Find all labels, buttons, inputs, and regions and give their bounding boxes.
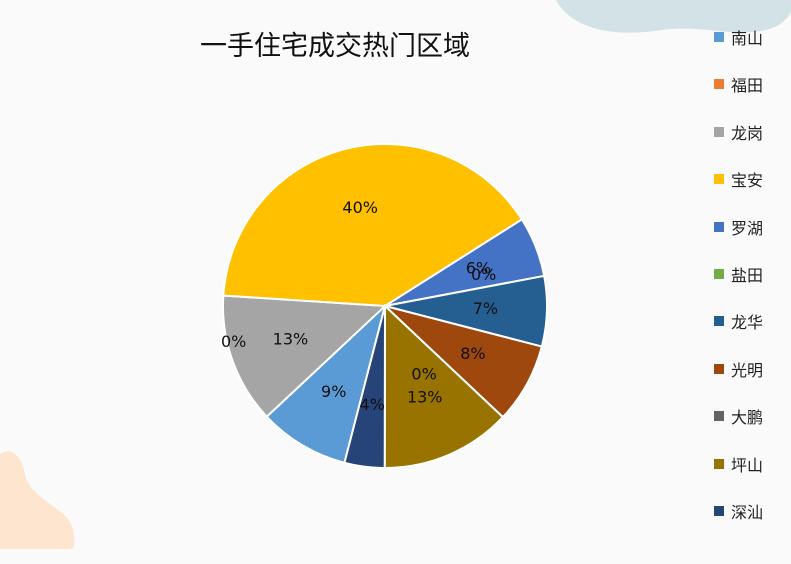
pie-slice-南山 [265, 302, 387, 465]
legend-label: 宝安 [731, 171, 764, 191]
legend-swatch [714, 506, 724, 516]
data-label-福田: 0% [221, 332, 246, 351]
data-label-罗湖: 6% [466, 259, 491, 278]
legend-label: 龙岗 [731, 123, 764, 143]
legend-label: 福田 [731, 76, 764, 96]
pie-slice-龙岗 [222, 294, 388, 419]
pie-slice-深汕 [343, 305, 386, 470]
legend-label: 南山 [731, 29, 764, 48]
data-label-光明: 8% [460, 344, 485, 363]
decorative-blob-top-right [556, 0, 791, 33]
data-label-大鹏: 0% [411, 364, 436, 383]
pie-slice-坪山 [383, 303, 505, 470]
data-label-南山: 9% [321, 382, 346, 401]
legend-swatch [714, 269, 724, 279]
legend-swatch [714, 221, 724, 232]
legend-swatch [714, 363, 724, 374]
legend-item-盐田: 盐田 [714, 262, 763, 286]
chart-title: 一手住宅成交热门区域 [200, 31, 470, 62]
legend-swatch [714, 411, 724, 422]
data-label-龙华: 7% [473, 299, 498, 318]
legend-item-宝安: 宝安 [714, 167, 763, 191]
legend-item-福田: 福田 [714, 72, 763, 96]
legend-swatch [714, 126, 724, 137]
data-label-宝安: 40% [342, 198, 378, 217]
legend-label: 罗湖 [731, 218, 764, 238]
legend-item-大鹏: 大鹏 [714, 404, 763, 428]
legend-item-龙华: 龙华 [714, 309, 763, 333]
legend-label: 盐田 [731, 266, 764, 285]
data-label-盐田: 0% [471, 265, 496, 284]
legend-swatch [714, 79, 724, 90]
legend-label: 坪山 [731, 455, 764, 475]
data-label-龙岗: 13% [273, 329, 309, 348]
decorative-blob-bottom-left [0, 451, 75, 549]
legend-swatch [714, 316, 724, 327]
legend-swatch [714, 458, 724, 469]
legend-item-光明: 光明 [714, 357, 763, 381]
legend-label: 龙华 [731, 313, 764, 333]
legend-item-坪山: 坪山 [714, 452, 763, 476]
data-label-坪山: 13% [407, 388, 443, 407]
legend-item-罗湖: 罗湖 [714, 215, 763, 239]
legend-swatch [714, 174, 724, 185]
legend-item-深汕: 深汕 [714, 499, 763, 523]
legend-label: 光明 [731, 360, 764, 380]
legend-label: 大鹏 [731, 408, 764, 428]
legend-swatch [714, 32, 724, 42]
data-label-深汕: 4% [360, 395, 385, 414]
legend-item-南山: 南山 [714, 25, 763, 49]
legend-label: 深汕 [731, 503, 764, 522]
legend-item-龙岗: 龙岗 [714, 120, 763, 144]
